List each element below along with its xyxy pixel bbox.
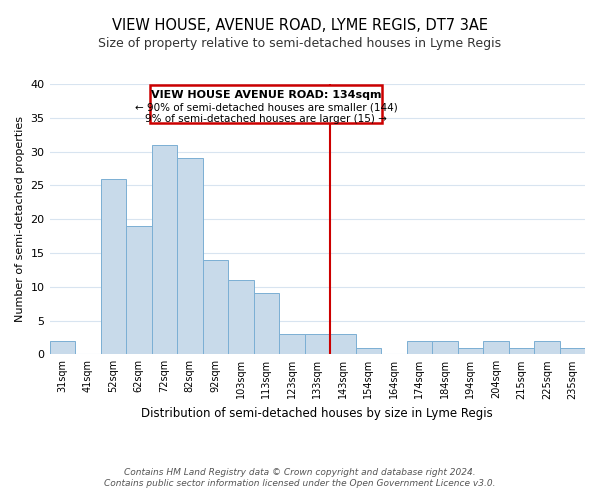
Bar bbox=[407, 341, 432, 354]
Bar bbox=[458, 348, 483, 354]
Bar bbox=[305, 334, 330, 354]
Bar bbox=[50, 341, 75, 354]
Bar bbox=[560, 348, 585, 354]
Bar bbox=[279, 334, 305, 354]
Text: VIEW HOUSE, AVENUE ROAD, LYME REGIS, DT7 3AE: VIEW HOUSE, AVENUE ROAD, LYME REGIS, DT7… bbox=[112, 18, 488, 32]
Bar bbox=[177, 158, 203, 354]
Text: ← 90% of semi-detached houses are smaller (144): ← 90% of semi-detached houses are smalle… bbox=[135, 102, 398, 112]
Bar bbox=[483, 341, 509, 354]
Bar bbox=[432, 341, 458, 354]
X-axis label: Distribution of semi-detached houses by size in Lyme Regis: Distribution of semi-detached houses by … bbox=[142, 407, 493, 420]
Bar bbox=[101, 178, 126, 354]
Bar bbox=[152, 145, 177, 354]
Text: VIEW HOUSE AVENUE ROAD: 134sqm: VIEW HOUSE AVENUE ROAD: 134sqm bbox=[151, 90, 382, 100]
Bar bbox=[126, 226, 152, 354]
Text: Contains HM Land Registry data © Crown copyright and database right 2024.
Contai: Contains HM Land Registry data © Crown c… bbox=[104, 468, 496, 487]
FancyBboxPatch shape bbox=[150, 86, 382, 123]
Bar bbox=[330, 334, 356, 354]
Bar bbox=[356, 348, 381, 354]
Y-axis label: Number of semi-detached properties: Number of semi-detached properties bbox=[15, 116, 25, 322]
Bar bbox=[228, 280, 254, 354]
Text: 9% of semi-detached houses are larger (15) →: 9% of semi-detached houses are larger (1… bbox=[145, 114, 387, 124]
Text: Size of property relative to semi-detached houses in Lyme Regis: Size of property relative to semi-detach… bbox=[98, 38, 502, 51]
Bar bbox=[203, 260, 228, 354]
Bar bbox=[509, 348, 534, 354]
Bar bbox=[254, 294, 279, 354]
Bar bbox=[534, 341, 560, 354]
